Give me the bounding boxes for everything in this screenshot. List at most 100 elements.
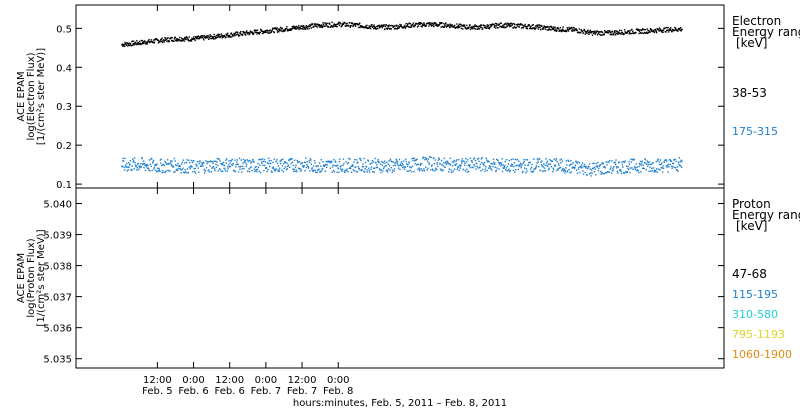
- data-point: [298, 28, 300, 31]
- data-point: [435, 24, 437, 26]
- data-point: [389, 158, 392, 160]
- data-point: [274, 169, 276, 171]
- data-point: [505, 167, 507, 169]
- data-point: [373, 171, 375, 173]
- data-point: [459, 165, 462, 167]
- data-point: [226, 158, 228, 160]
- data-point: [365, 27, 368, 29]
- data-point: [454, 27, 457, 29]
- data-point: [532, 27, 534, 29]
- data-point: [418, 170, 421, 172]
- data-point: [374, 157, 376, 160]
- data-point: [200, 165, 203, 167]
- data-point: [266, 29, 268, 31]
- data-point: [245, 162, 247, 164]
- data-point: [479, 25, 481, 27]
- data-point: [185, 36, 188, 38]
- data-point: [224, 35, 226, 37]
- data-point: [144, 40, 146, 43]
- data-point: [273, 167, 275, 170]
- data-point: [430, 23, 432, 25]
- data-point: [661, 167, 663, 169]
- data-point: [427, 167, 429, 169]
- data-point: [420, 163, 422, 165]
- data-point: [209, 34, 211, 36]
- data-point: [356, 162, 358, 164]
- data-point: [317, 24, 320, 26]
- data-point: [418, 23, 421, 25]
- data-point: [230, 32, 233, 34]
- data-point: [658, 30, 660, 32]
- data-point: [293, 170, 295, 173]
- data-point: [391, 161, 393, 163]
- data-point: [628, 30, 630, 32]
- data-point: [134, 162, 136, 164]
- data-point: [332, 26, 334, 28]
- data-point: [373, 24, 375, 26]
- data-point: [502, 24, 504, 26]
- data-point: [146, 167, 149, 170]
- data-point: [181, 169, 183, 171]
- data-point: [559, 30, 561, 32]
- data-point: [359, 157, 361, 160]
- data-point: [615, 165, 618, 168]
- data-point: [650, 30, 653, 32]
- data-point: [235, 166, 237, 168]
- data-point: [428, 22, 431, 24]
- data-point: [458, 24, 460, 27]
- data-point: [464, 26, 467, 28]
- data-point: [679, 27, 682, 29]
- data-point: [277, 28, 280, 30]
- data-point: [540, 24, 543, 27]
- data-point: [323, 165, 326, 167]
- data-point: [331, 171, 333, 173]
- data-point: [423, 23, 426, 25]
- data-point: [480, 170, 482, 172]
- data-point: [297, 25, 300, 27]
- data-point: [646, 32, 649, 34]
- data-point: [540, 164, 543, 166]
- data-point: [273, 31, 275, 34]
- data-point: [655, 160, 657, 163]
- data-point: [330, 26, 332, 28]
- data-point: [459, 167, 461, 169]
- data-point: [148, 38, 150, 41]
- data-point: [589, 163, 591, 165]
- data-point: [325, 160, 327, 163]
- data-point: [375, 28, 378, 30]
- data-point: [309, 25, 311, 28]
- data-point: [638, 30, 641, 33]
- data-point: [311, 168, 313, 170]
- data-point: [638, 165, 640, 168]
- data-point: [581, 162, 584, 164]
- data-point: [396, 159, 398, 162]
- data-point: [196, 36, 199, 39]
- data-point: [568, 28, 571, 30]
- data-point: [190, 165, 192, 167]
- data-point: [473, 157, 476, 159]
- data-point: [442, 169, 444, 171]
- data-point: [142, 162, 144, 165]
- data-point: [570, 26, 572, 29]
- data-point: [402, 160, 405, 162]
- data-point: [676, 166, 679, 168]
- data-point: [241, 34, 244, 36]
- xtick-time-label: 0:00: [182, 375, 204, 386]
- data-point: [201, 162, 203, 164]
- data-point: [590, 32, 592, 34]
- data-point: [585, 30, 588, 33]
- data-point: [397, 27, 400, 30]
- data-point: [596, 165, 599, 167]
- data-point: [651, 169, 653, 172]
- data-point: [526, 26, 528, 28]
- data-point: [509, 169, 511, 172]
- data-point: [286, 162, 288, 164]
- data-point: [595, 32, 597, 34]
- data-point: [241, 171, 243, 173]
- data-point: [283, 30, 285, 32]
- data-point: [164, 160, 166, 163]
- data-point: [228, 166, 231, 168]
- data-point: [263, 30, 265, 33]
- data-point: [612, 32, 615, 35]
- data-point: [656, 168, 658, 170]
